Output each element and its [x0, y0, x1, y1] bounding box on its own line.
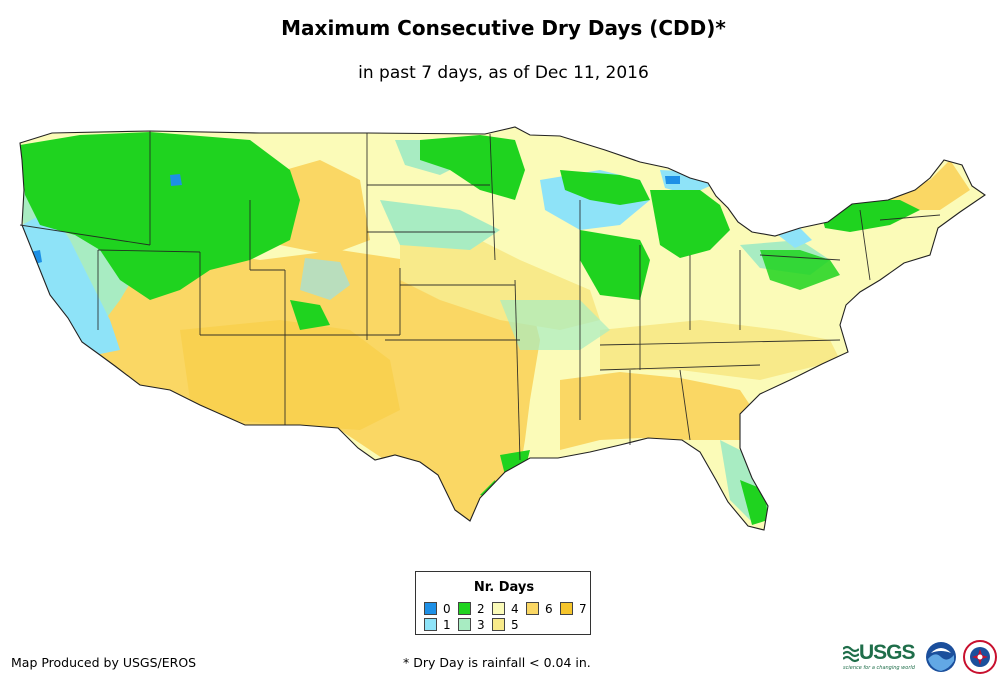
map-subtitle: in past 7 days, as of Dec 11, 2016: [358, 63, 649, 83]
legend-item: 4: [492, 602, 519, 616]
legend-item: 1: [424, 618, 451, 632]
legend-swatch: [458, 618, 471, 631]
legend-swatch: [492, 602, 505, 615]
legend-swatch: [560, 602, 573, 615]
legend-label: 1: [443, 618, 451, 632]
legend-swatch: [424, 618, 437, 631]
legend-item: 2: [458, 602, 485, 616]
usgs-wordmark: USGS: [859, 641, 916, 664]
legend-item: 7: [560, 602, 587, 616]
legend-swatch: [492, 618, 505, 631]
noaa-logo-icon: [926, 642, 956, 672]
legend-label: 5: [511, 618, 519, 632]
legend-swatch: [526, 602, 539, 615]
map-credit: Map Produced by USGS/EROS: [11, 655, 197, 670]
usgs-logo: USGS science for a changing world: [843, 641, 919, 673]
legend-label: 4: [511, 602, 519, 616]
legend-item: 6: [526, 602, 553, 616]
legend-item: 0: [424, 602, 451, 616]
legend-swatch: [458, 602, 471, 615]
legend-item: 5: [492, 618, 519, 632]
dry-day-footnote: * Dry Day is rainfall < 0.04 in.: [403, 655, 591, 670]
legend-item: 3: [458, 618, 485, 632]
legend-label: 7: [579, 602, 587, 616]
map-legend: Nr. Days 0 1 2 3 4 5 6 7: [415, 571, 591, 635]
legend-label: 0: [443, 602, 451, 616]
us-dry-days-map: [19, 126, 986, 531]
map-title: Maximum Consecutive Dry Days (CDD)*: [281, 16, 726, 40]
legend-swatch: [424, 602, 437, 615]
legend-title: Nr. Days: [473, 580, 535, 595]
usgs-wave-icon: [843, 645, 859, 663]
usgs-tagline: science for a changing world: [843, 665, 915, 671]
nws-logo-icon: [963, 640, 997, 674]
legend-label: 6: [545, 602, 553, 616]
legend-label: 2: [477, 602, 485, 616]
legend-label: 3: [477, 618, 485, 632]
